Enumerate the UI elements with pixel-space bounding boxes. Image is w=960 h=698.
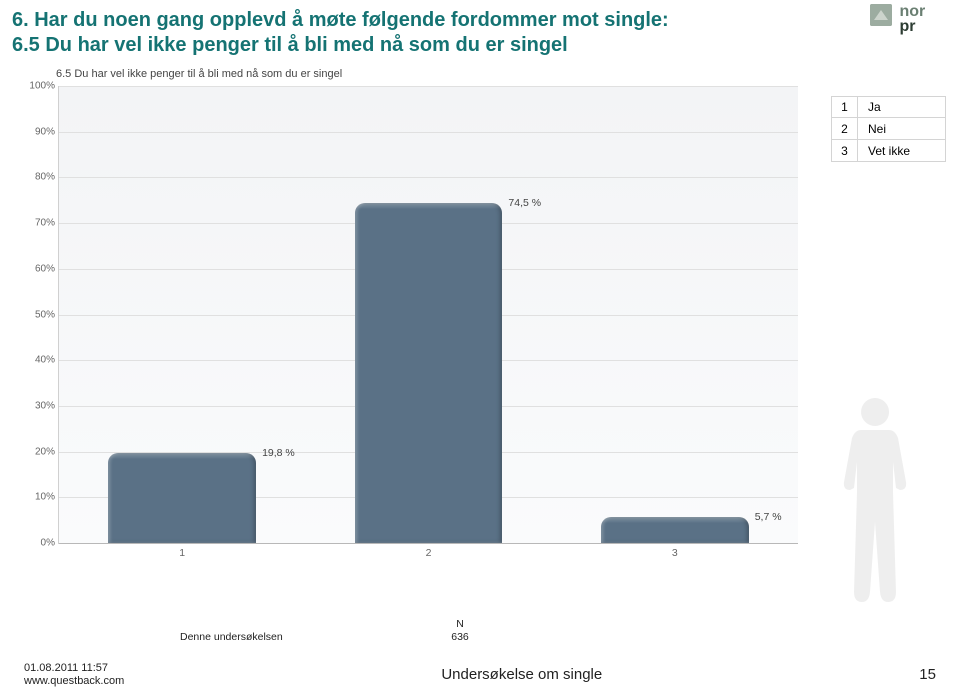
n-table-value: 636 <box>430 631 490 643</box>
chart-y-label: 30% <box>17 400 55 411</box>
page-title: 6. Har du noen gang opplevd å møte følge… <box>12 8 948 58</box>
page-header: 6. Har du noen gang opplevd å møte følge… <box>0 0 960 62</box>
chart-bar <box>108 453 256 543</box>
chart-y-label: 20% <box>17 446 55 457</box>
footer-datetime: 01.08.2011 11:57 <box>24 662 124 675</box>
legend-row: 2 Nei <box>831 118 946 140</box>
n-table-label: Denne undersøkelsen <box>180 631 430 643</box>
n-table-header: N <box>430 618 490 630</box>
chart-y-label: 90% <box>17 126 55 137</box>
chart-gridline <box>59 177 798 178</box>
title-line-2: 6.5 Du har vel ikke penger til å bli med… <box>12 34 568 56</box>
legend-num: 2 <box>832 118 858 139</box>
legend-label: Vet ikke <box>858 144 910 158</box>
title-line-1: 6. Har du noen gang opplevd å møte følge… <box>12 9 669 31</box>
chart-x-label: 2 <box>329 547 529 559</box>
n-table-row: Denne undersøkelsen 636 <box>180 631 490 643</box>
chart-container: 6.5 Du har vel ikke penger til å bli med… <box>12 68 812 578</box>
legend-num: 1 <box>832 97 858 117</box>
chart-bar <box>601 517 749 543</box>
page: { "header": { "title_line1": "6. Har du … <box>0 0 960 698</box>
chart-y-label: 0% <box>17 538 55 549</box>
chart-plot-area: 0%10%20%30%40%50%60%70%80%90%100%19,8 %1… <box>58 86 798 544</box>
legend-label: Ja <box>858 100 881 114</box>
legend-row: 1 Ja <box>831 96 946 118</box>
legend-row: 3 Vet ikke <box>831 140 946 162</box>
brand-logo: nor pr <box>870 4 942 34</box>
chart-y-label: 100% <box>17 81 55 92</box>
logo-line-2: pr <box>899 19 925 34</box>
footer-center: Undersøkelse om single <box>441 666 602 683</box>
legend-num: 3 <box>832 140 858 161</box>
chart-bar-label: 5,7 % <box>755 511 782 523</box>
chart-gridline <box>59 86 798 87</box>
legend-label: Nei <box>858 122 886 136</box>
footer-page-number: 15 <box>919 666 936 683</box>
chart-bar-label: 74,5 % <box>508 197 541 209</box>
chart-y-label: 50% <box>17 309 55 320</box>
n-table-header-row: N <box>180 617 490 631</box>
chart-gridline <box>59 543 798 544</box>
chart-title: 6.5 Du har vel ikke penger til å bli med… <box>56 68 812 80</box>
footer-left: 01.08.2011 11:57 www.questback.com <box>24 662 124 688</box>
chart-y-label: 40% <box>17 355 55 366</box>
n-table: N Denne undersøkelsen 636 <box>180 617 490 643</box>
footer-url: www.questback.com <box>24 675 124 688</box>
watermark-silhouette <box>835 388 915 628</box>
chart-y-label: 10% <box>17 492 55 503</box>
chart-gridline <box>59 132 798 133</box>
chart-x-label: 1 <box>82 547 282 559</box>
page-footer: 01.08.2011 11:57 www.questback.com Under… <box>24 662 936 688</box>
chart-bar-label: 19,8 % <box>262 447 295 459</box>
logo-text: nor pr <box>899 4 925 34</box>
chart-y-label: 60% <box>17 263 55 274</box>
chart-x-label: 3 <box>575 547 775 559</box>
logo-icon <box>870 4 892 26</box>
chart-bar <box>355 203 503 543</box>
chart-y-label: 70% <box>17 218 55 229</box>
chart-y-label: 80% <box>17 172 55 183</box>
chart-legend: 1 Ja 2 Nei 3 Vet ikke <box>831 96 946 162</box>
